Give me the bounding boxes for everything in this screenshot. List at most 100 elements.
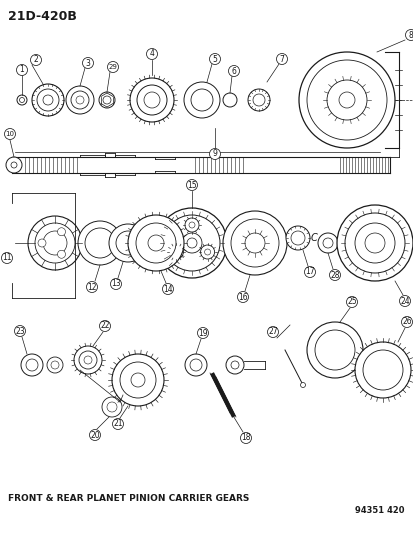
Circle shape: [102, 397, 122, 417]
Circle shape: [82, 58, 93, 69]
Text: 26: 26: [401, 318, 411, 327]
Circle shape: [164, 215, 219, 271]
Circle shape: [276, 53, 287, 64]
Circle shape: [336, 205, 412, 281]
Circle shape: [51, 361, 59, 369]
Circle shape: [85, 228, 115, 258]
Circle shape: [399, 295, 410, 306]
Circle shape: [99, 320, 110, 332]
Circle shape: [244, 233, 264, 253]
Circle shape: [74, 346, 102, 374]
Circle shape: [57, 228, 65, 236]
Text: 27: 27: [268, 327, 277, 336]
Text: 11: 11: [2, 254, 12, 262]
Circle shape: [21, 354, 43, 376]
Text: 1: 1: [19, 66, 24, 75]
Circle shape: [182, 233, 202, 253]
Text: 21: 21: [113, 419, 122, 429]
Circle shape: [66, 86, 94, 114]
Text: 18: 18: [241, 433, 250, 442]
Circle shape: [78, 221, 122, 265]
Circle shape: [76, 96, 84, 104]
Circle shape: [110, 279, 121, 289]
Text: 21D-420B: 21D-420B: [8, 10, 77, 23]
Circle shape: [200, 245, 214, 259]
Circle shape: [131, 373, 145, 387]
Circle shape: [112, 418, 123, 430]
Circle shape: [190, 359, 202, 371]
Circle shape: [228, 66, 239, 77]
Circle shape: [43, 231, 67, 255]
Text: 7: 7: [279, 54, 284, 63]
Circle shape: [401, 317, 411, 327]
Text: 25: 25: [347, 297, 356, 306]
Circle shape: [47, 357, 63, 373]
Circle shape: [314, 330, 354, 370]
Text: 14: 14: [163, 285, 172, 294]
Circle shape: [247, 89, 269, 111]
Circle shape: [185, 218, 199, 232]
Circle shape: [112, 354, 164, 406]
Text: 3: 3: [85, 59, 90, 68]
Circle shape: [162, 284, 173, 295]
Circle shape: [17, 95, 27, 105]
Circle shape: [223, 93, 236, 107]
Circle shape: [11, 162, 17, 168]
Circle shape: [86, 281, 97, 293]
Text: 19: 19: [198, 328, 207, 337]
Circle shape: [120, 362, 156, 398]
Circle shape: [38, 239, 46, 247]
Circle shape: [71, 91, 89, 109]
Text: 29: 29: [108, 64, 117, 70]
Text: C: C: [310, 233, 317, 243]
Text: 9: 9: [212, 149, 217, 158]
Circle shape: [32, 84, 64, 116]
Circle shape: [146, 49, 157, 60]
Circle shape: [187, 238, 197, 248]
Circle shape: [109, 224, 147, 262]
Text: 6: 6: [231, 67, 236, 76]
Circle shape: [14, 326, 26, 336]
Circle shape: [57, 251, 65, 259]
Circle shape: [5, 128, 15, 140]
Text: 28: 28: [330, 271, 339, 279]
Circle shape: [306, 322, 362, 378]
Text: 22: 22: [100, 321, 109, 330]
Circle shape: [103, 96, 111, 104]
Circle shape: [326, 80, 366, 120]
Circle shape: [354, 223, 394, 263]
Circle shape: [31, 54, 41, 66]
Text: 13: 13: [111, 279, 121, 288]
Text: 2: 2: [33, 55, 38, 64]
Text: 12: 12: [87, 282, 97, 292]
Circle shape: [79, 351, 97, 369]
Circle shape: [107, 61, 118, 72]
Circle shape: [144, 92, 159, 108]
Circle shape: [116, 231, 140, 255]
Text: 17: 17: [304, 268, 314, 277]
Circle shape: [107, 402, 117, 412]
Circle shape: [99, 92, 115, 108]
Circle shape: [26, 359, 38, 371]
Circle shape: [186, 180, 197, 190]
Circle shape: [317, 233, 337, 253]
Circle shape: [6, 157, 22, 173]
Circle shape: [169, 245, 183, 259]
Circle shape: [209, 53, 220, 64]
Circle shape: [267, 327, 278, 337]
Circle shape: [230, 219, 278, 267]
Circle shape: [128, 215, 183, 271]
Circle shape: [37, 89, 59, 111]
Circle shape: [223, 211, 286, 275]
Text: 4: 4: [149, 50, 154, 59]
Circle shape: [338, 92, 354, 108]
Text: 8: 8: [408, 30, 412, 39]
Circle shape: [2, 253, 12, 263]
Circle shape: [189, 222, 195, 228]
Circle shape: [17, 64, 27, 76]
Circle shape: [137, 85, 166, 115]
Circle shape: [237, 292, 248, 303]
Text: 10: 10: [5, 131, 14, 137]
Circle shape: [147, 235, 164, 251]
Text: 24: 24: [399, 296, 409, 305]
